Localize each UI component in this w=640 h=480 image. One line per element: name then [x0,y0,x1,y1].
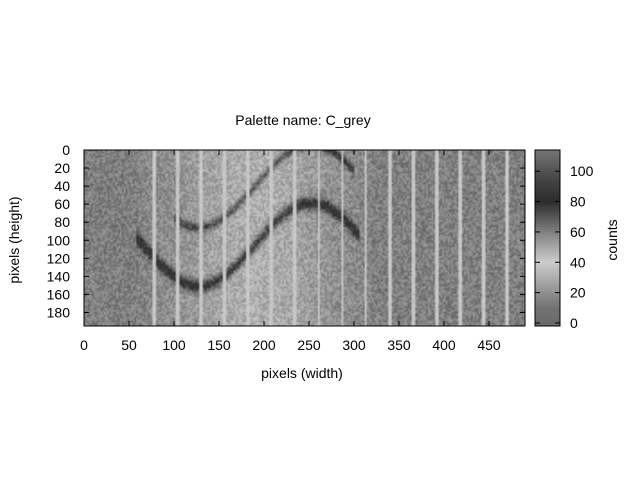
x-tick-label: 300 [342,337,366,353]
x-tick-label: 200 [252,337,276,353]
colorbar-tick-label: 40 [570,254,586,270]
colorbar-tick-label: 80 [570,194,586,210]
y-axis-label: pixels (height) [6,196,22,283]
y-tick-label: 80 [54,214,70,230]
y-tick-label: 140 [47,268,71,284]
colorbar-tick-label: 0 [570,315,578,331]
y-tick-label: 160 [47,286,71,302]
y-axis: 0 20 40 60 80 100 120 140 160 180 [47,142,525,320]
colorbar-label: counts [604,219,620,260]
x-axis: 0 50 100 150 200 250 300 350 400 450 [80,150,501,353]
x-tick-label: 350 [387,337,411,353]
x-tick-label: 400 [432,337,456,353]
x-axis-label: pixels (width) [261,365,343,381]
colorbar-gradient [535,150,560,326]
colorbar-ticks: 0 20 40 60 80 100 [535,163,594,331]
y-tick-label: 120 [47,250,71,266]
heatmap-image [84,150,525,326]
chart-title: Palette name: C_grey [235,112,370,128]
x-tick-label: 50 [121,337,137,353]
y-tick-label: 0 [62,142,70,158]
colorbar-tick-label: 20 [570,285,586,301]
y-tick-label: 100 [47,232,71,248]
plot-area [83,149,526,327]
colorbar: 0 20 40 60 80 100 [534,149,594,331]
colorbar-tick-label: 100 [570,163,594,179]
x-tick-label: 150 [207,337,231,353]
colorbar-tick-label: 60 [570,224,586,240]
y-tick-label: 180 [47,304,71,320]
x-tick-label: 100 [162,337,186,353]
y-tick-label: 20 [54,160,70,176]
x-tick-label: 0 [80,337,88,353]
colorbar-frame [534,149,561,327]
x-tick-label: 450 [477,337,501,353]
plot-frame [83,149,526,327]
y-tick-label: 60 [54,196,70,212]
x-tick-label: 250 [297,337,321,353]
y-tick-label: 40 [54,178,70,194]
